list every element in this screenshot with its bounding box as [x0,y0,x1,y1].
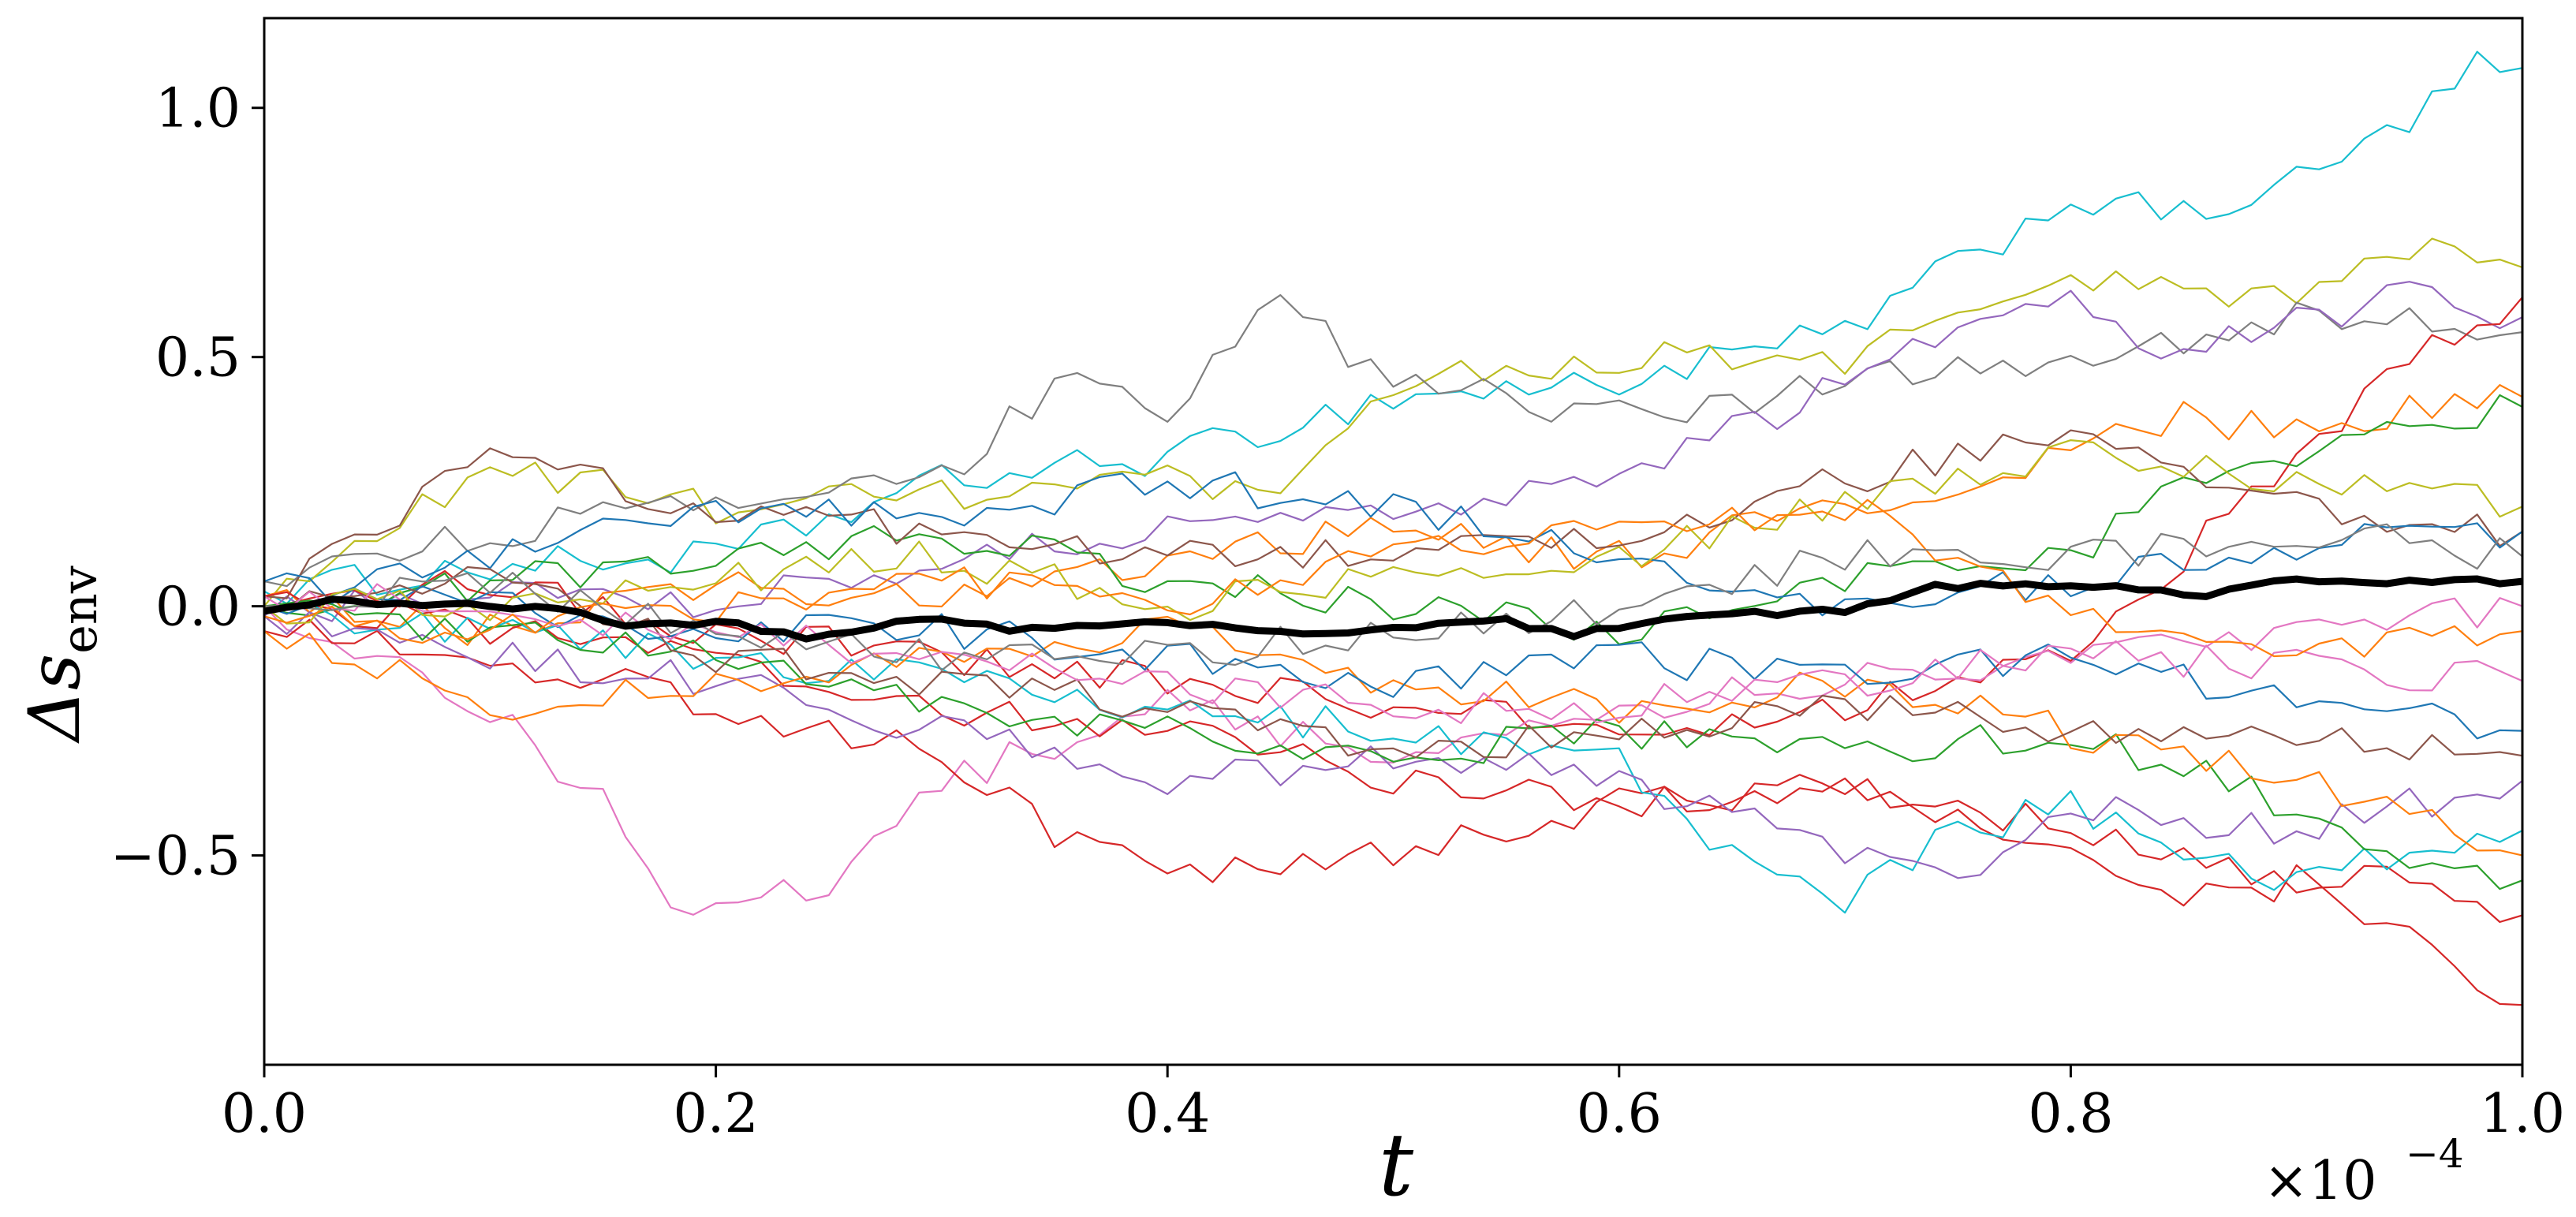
series-line-8 [263,429,2523,599]
y-tick-label: −0.5 [110,826,241,888]
y-axis-ticks: −0.5 0.0 0.5 1.0 [110,78,264,888]
series-line-19 [263,439,2523,625]
y-axis-title: Δsenv [13,566,108,744]
series-line-11 [263,618,2523,1006]
y-tick-label: 1.0 [155,78,241,140]
x-tick-label: 1.0 [2480,1083,2565,1145]
x-axis-offset: ×10 −4 [2264,1131,2464,1212]
x-axis-offset-base: ×10 [2264,1150,2377,1212]
x-tick-label: 0.2 [674,1083,759,1145]
svg-text:Δsenv: Δsenv [13,566,108,744]
x-tick-label: 0.0 [222,1083,307,1145]
x-tick-label: 0.4 [1125,1083,1210,1145]
series-line-16 [263,615,2523,857]
series-line-22 [263,523,2523,671]
x-tick-label: 0.8 [2028,1083,2113,1145]
series-line-7 [263,394,2523,645]
series-line-10 [263,597,2523,916]
series-line-17 [263,572,2523,740]
y-tick-label: 0.5 [155,327,241,390]
series-line-15 [263,599,2523,890]
series-line-6 [263,384,2523,646]
series-line-21 [263,498,2523,658]
x-axis-ticks: 0.0 0.2 0.4 0.6 0.8 1.0 [222,1065,2565,1145]
x-tick-label: 0.6 [1577,1083,1662,1145]
mean-line [263,575,2523,643]
x-axis-offset-exponent: −4 [2406,1131,2464,1177]
y-tick-label: 0.0 [155,577,241,639]
series-line-14 [263,610,2523,879]
plot-frame [263,17,2524,1066]
y-axis-title-subscript: env [50,566,108,654]
mean-line-group [263,575,2523,643]
series-line-1 [263,50,2523,605]
y-axis-title-main: Δs [13,654,96,744]
series-line-3 [263,294,2523,588]
x-axis-title: t [1379,1114,1414,1215]
plot-lines [263,50,2523,1006]
series-line-13 [263,603,2523,914]
series-line-2 [263,237,2523,607]
series-line-5 [263,297,2523,737]
series-line-20 [263,583,2523,724]
